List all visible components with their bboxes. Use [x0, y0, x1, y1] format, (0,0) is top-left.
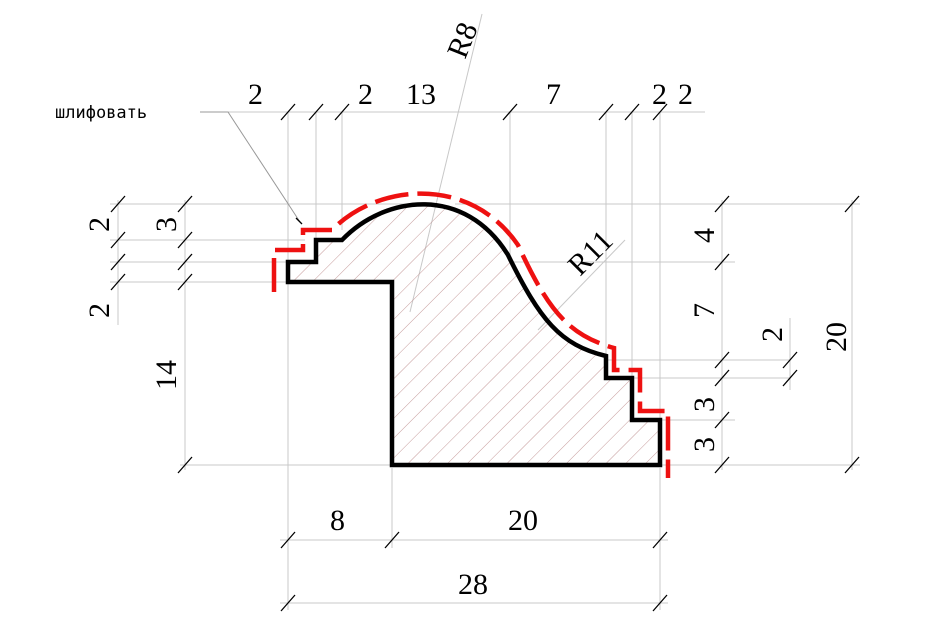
- extension-lines: [110, 13, 860, 610]
- right-dim-middle: 7: [688, 303, 721, 318]
- right-dim-step-b: 3: [688, 397, 721, 412]
- bottom-dim-right: 20: [508, 504, 538, 537]
- right-dim-step-c: 3: [688, 437, 721, 452]
- radius-large-label: R11: [562, 224, 620, 282]
- left-dim-top-b: 3: [150, 217, 183, 232]
- top-dim-1: 2: [248, 78, 263, 111]
- sanding-note: шлифовать: [55, 103, 147, 123]
- top-dim-2: 2: [358, 78, 373, 111]
- top-dim-4: 7: [546, 78, 561, 111]
- sanding-line: [271, 191, 671, 478]
- bottom-dim-total: 28: [458, 568, 488, 601]
- left-dim-middle: 2: [83, 303, 116, 318]
- top-dim-5: 2: [652, 78, 667, 111]
- note-arrow-tick: [295, 217, 303, 225]
- note-leader: [200, 111, 301, 223]
- left-dim-bottom: 14: [150, 360, 183, 390]
- right-dim-step-a: 2: [756, 327, 789, 342]
- left-dim-top-a: 2: [83, 217, 116, 232]
- top-dim-6: 2: [678, 78, 693, 111]
- radius-small-label: R8: [441, 18, 485, 63]
- right-dim-total: 20: [820, 322, 853, 352]
- bottom-dim-left: 8: [330, 504, 345, 537]
- right-dim-top: 4: [688, 228, 721, 243]
- top-dim-3: 13: [406, 78, 436, 111]
- dimension-ticks: [110, 103, 860, 612]
- profile-outline: [285, 202, 663, 468]
